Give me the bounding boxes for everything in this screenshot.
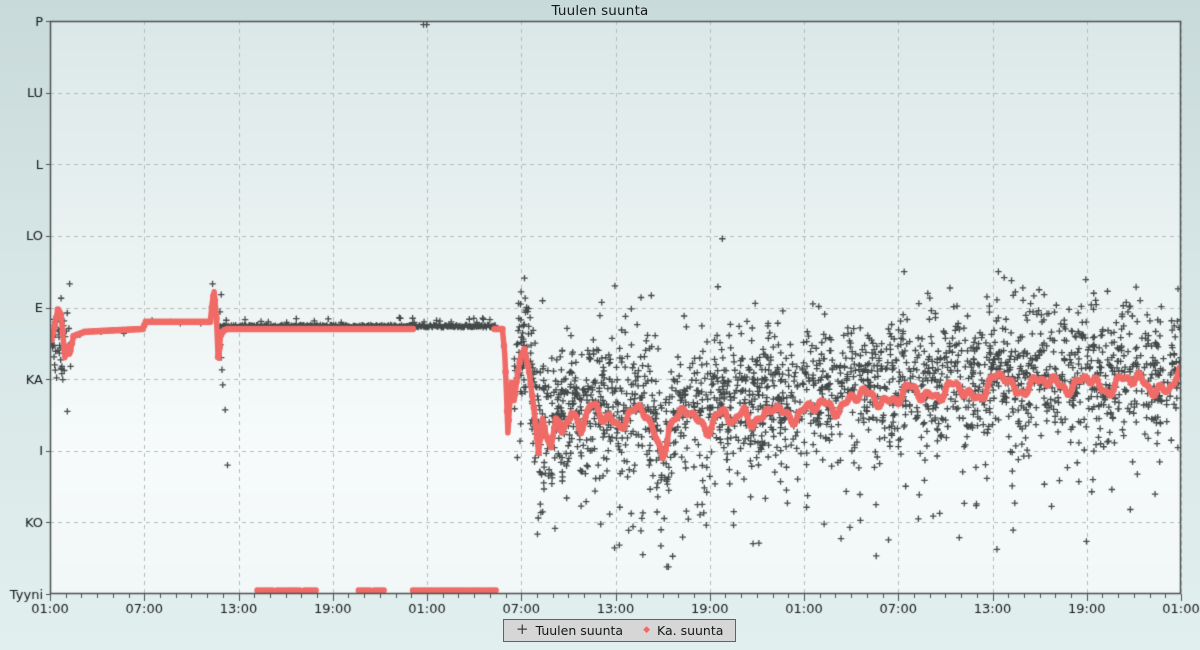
legend-item-ka-suunta: ◆ Ka. suunta [643, 623, 723, 638]
legend-label: Ka. suunta [656, 622, 724, 638]
legend-item-tuulen-suunta: + Tuulen suunta [516, 620, 624, 638]
plus-marker-icon: + [516, 620, 529, 638]
chart-legend: + Tuulen suunta ◆ Ka. suunta [503, 619, 737, 642]
diamond-marker-icon: ◆ [643, 624, 650, 635]
legend-label: Tuulen suunta [535, 622, 624, 638]
